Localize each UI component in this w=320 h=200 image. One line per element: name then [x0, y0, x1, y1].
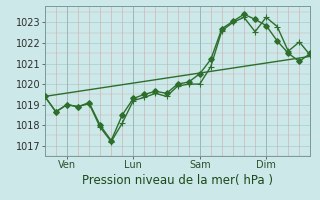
X-axis label: Pression niveau de la mer( hPa ): Pression niveau de la mer( hPa ) [82, 174, 273, 187]
